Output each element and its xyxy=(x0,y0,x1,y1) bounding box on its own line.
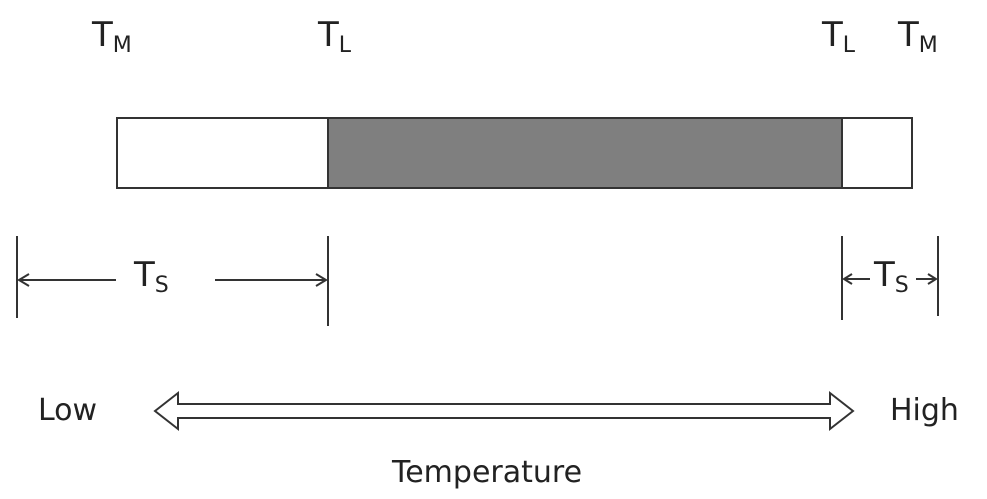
axis-high-label: High xyxy=(890,393,959,428)
top-label-tl-right: TL xyxy=(822,15,856,58)
span-label-ts-left: TS xyxy=(134,255,169,298)
axis-title: Temperature xyxy=(392,455,583,490)
temperature-double-arrow xyxy=(153,390,855,432)
axis-low-label: Low xyxy=(38,393,98,428)
top-label-tm-right: TM xyxy=(898,15,938,58)
bar-shaded-segment xyxy=(327,117,843,189)
right-span-arrowhead-left xyxy=(842,273,853,285)
left-span-arrowhead-right xyxy=(315,273,328,287)
bar-left-segment xyxy=(116,117,329,189)
bar-right-segment xyxy=(841,117,913,189)
span-label-ts-right: TS xyxy=(874,255,909,298)
left-span-arrowhead-left xyxy=(17,273,30,287)
right-span-arrowhead-right xyxy=(927,273,938,285)
top-label-tm-left: TM xyxy=(92,15,132,58)
top-label-tl-left: TL xyxy=(318,15,352,58)
